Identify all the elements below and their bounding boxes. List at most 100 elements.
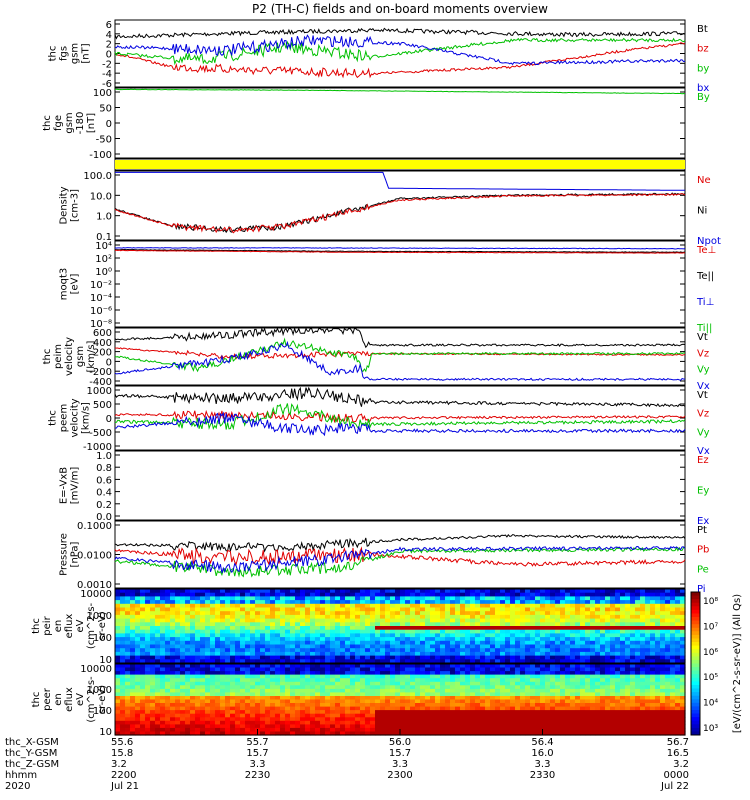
heatmap-cell xyxy=(580,614,586,620)
heatmap-cell xyxy=(645,648,651,653)
y-axis-label: eflux xyxy=(64,687,75,712)
heatmap-cell xyxy=(565,703,571,708)
heatmap-cell xyxy=(210,703,216,708)
heatmap-cell xyxy=(605,699,611,704)
heatmap-cell xyxy=(475,648,481,653)
heatmap-cell xyxy=(455,731,461,736)
heatmap-cell xyxy=(190,671,196,676)
heatmap-cell xyxy=(420,614,426,620)
heatmap-cell xyxy=(280,637,286,642)
heatmap-cell xyxy=(185,731,191,736)
heatmap-cell xyxy=(465,633,471,638)
heatmap-cell xyxy=(585,703,591,708)
heatmap-cell xyxy=(395,589,401,594)
heatmap-cell xyxy=(555,603,561,609)
heatmap-cell xyxy=(610,626,616,631)
heatmap-cell xyxy=(530,633,536,638)
heatmap-cell xyxy=(665,633,671,638)
heatmap-cell xyxy=(435,703,441,708)
heatmap-cell xyxy=(300,592,306,597)
heatmap-cell xyxy=(570,614,576,620)
heatmap-cell xyxy=(260,699,266,704)
heatmap-cell xyxy=(520,713,526,718)
heatmap-cell xyxy=(285,659,291,664)
heatmap-cell xyxy=(550,727,556,732)
heatmap-cell xyxy=(145,727,151,732)
colorbar-segment xyxy=(691,695,700,700)
heatmap-cell xyxy=(465,651,471,657)
heatmap-cell xyxy=(260,618,266,623)
heatmap-cell xyxy=(355,685,361,690)
colorbar-segment xyxy=(691,599,700,604)
heatmap-cell xyxy=(550,655,556,660)
heatmap-cell xyxy=(340,637,346,642)
heatmap-cell xyxy=(515,640,521,646)
heatmap-cell xyxy=(455,717,461,722)
heatmap-cell xyxy=(285,710,291,715)
heatmap-cell xyxy=(360,717,366,722)
heatmap-cell xyxy=(430,592,436,597)
heatmap-cell xyxy=(320,703,326,708)
heatmap-cell xyxy=(380,600,386,605)
heatmap-cell xyxy=(250,678,256,683)
heatmap-cell xyxy=(400,678,406,683)
heatmap-cell xyxy=(355,724,361,729)
heatmap-cell xyxy=(440,688,446,693)
heatmap-cell xyxy=(215,603,221,609)
heatmap-cell xyxy=(235,674,241,679)
heatmap-cell xyxy=(660,717,666,722)
heatmap-cell xyxy=(665,671,671,676)
heatmap-cell xyxy=(365,731,371,736)
heatmap-cell xyxy=(605,629,611,634)
heatmap-cell xyxy=(555,600,561,605)
heatmap-cell xyxy=(645,589,651,594)
heatmap-cell xyxy=(440,671,446,676)
heatmap-cell xyxy=(610,622,616,627)
heatmap-cell xyxy=(495,664,501,669)
heatmap-cell xyxy=(595,651,601,657)
heatmap-cell xyxy=(450,667,456,672)
heatmap-cell xyxy=(240,678,246,683)
heatmap-cell xyxy=(485,611,491,616)
heatmap-cell xyxy=(365,664,371,669)
heatmap-cell xyxy=(410,713,416,718)
heatmap-cell xyxy=(310,622,316,627)
heatmap-cell xyxy=(410,731,416,736)
heatmap-cell xyxy=(430,706,436,711)
heatmap-cell xyxy=(340,681,346,686)
heatmap-cell xyxy=(210,626,216,631)
heatmap-cell xyxy=(450,710,456,715)
heatmap-cell xyxy=(265,678,271,683)
heatmap-cell xyxy=(285,731,291,736)
heatmap-cell xyxy=(330,640,336,646)
heatmap-cell xyxy=(195,614,201,620)
heatmap-cell xyxy=(660,678,666,683)
heatmap-cell xyxy=(305,720,311,725)
heatmap-cell xyxy=(570,622,576,627)
heatmap-cell xyxy=(195,611,201,616)
heatmap-cell xyxy=(380,710,386,715)
heatmap-cell xyxy=(205,629,211,634)
heatmap-cell xyxy=(260,710,266,715)
heatmap-cell xyxy=(250,727,256,732)
heatmap-cell xyxy=(315,674,321,679)
heatmap-cell xyxy=(625,703,631,708)
heatmap-cell xyxy=(370,678,376,683)
heatmap-cell xyxy=(240,607,246,612)
heatmap-cell xyxy=(435,611,441,616)
heatmap-cell xyxy=(215,681,221,686)
heatmap-cell xyxy=(595,633,601,638)
heatmap-cell xyxy=(475,659,481,664)
heatmap-cell xyxy=(120,637,126,642)
heatmap-cell xyxy=(615,703,621,708)
colorbar-segment xyxy=(691,663,700,668)
heatmap-cell xyxy=(220,651,226,657)
heatmap-cell xyxy=(400,696,406,701)
heatmap-cell xyxy=(415,727,421,732)
heatmap-cell xyxy=(195,626,201,631)
heatmap-cell xyxy=(510,731,516,736)
heatmap-cell xyxy=(150,603,156,609)
heatmap-cell xyxy=(325,622,331,627)
heatmap-cell xyxy=(550,651,556,657)
y-tick-label: 0.6 xyxy=(96,475,112,486)
